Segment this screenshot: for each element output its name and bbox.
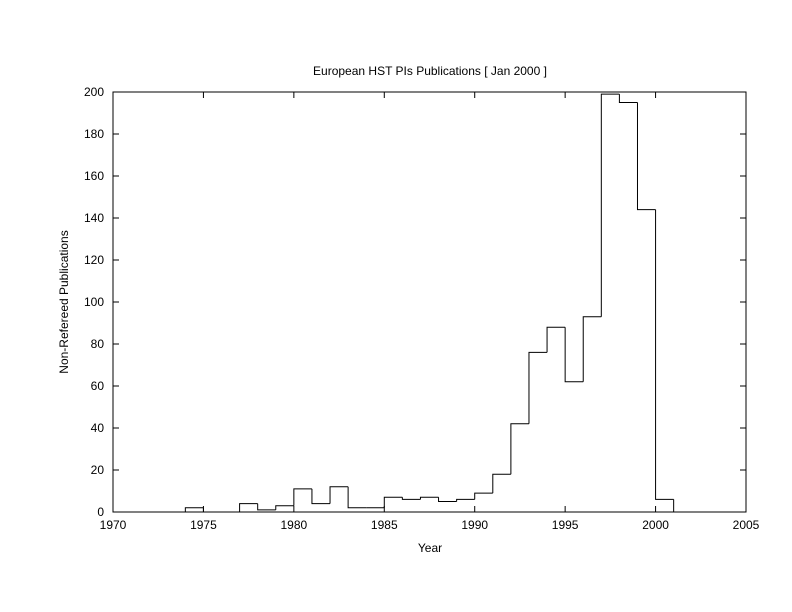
x-tick-label: 1980 <box>281 518 308 532</box>
plot-frame <box>112 91 747 513</box>
histogram-bin <box>655 209 674 500</box>
histogram-bin <box>600 93 620 317</box>
histogram-bin <box>383 496 403 508</box>
x-axis-label: Year <box>418 541 442 555</box>
y-axis-label: Non-Refereed Publications <box>57 230 71 373</box>
histogram-bin <box>528 351 548 424</box>
y-tick-label: 20 <box>91 463 105 477</box>
histogram-bin <box>419 496 439 500</box>
plot-area <box>184 93 675 513</box>
histogram-bin <box>618 94 638 103</box>
x-tick-label: 1995 <box>552 518 579 532</box>
y-tick-label: 40 <box>91 421 105 435</box>
x-tick-label: 1990 <box>461 518 488 532</box>
chart-title: European HST PIs Publications [ Jan 2000… <box>313 64 547 78</box>
x-tick-label: 2005 <box>733 518 760 532</box>
y-tick-label: 60 <box>91 379 105 393</box>
histogram-bin <box>582 316 602 382</box>
histogram-bin <box>275 505 294 510</box>
y-tick-label: 140 <box>84 211 104 225</box>
y-tick-label: 200 <box>84 85 104 99</box>
y-tick-label: 120 <box>84 253 104 267</box>
x-tick-label: 1985 <box>371 518 398 532</box>
histogram-bin <box>510 423 529 475</box>
histogram-bin <box>546 326 566 353</box>
histogram-bin <box>202 507 222 513</box>
histogram-bin <box>329 486 349 504</box>
x-tick-label: 2000 <box>642 518 669 532</box>
y-tick-label: 180 <box>84 127 104 141</box>
histogram-bin <box>564 327 584 383</box>
x-tick-label: 1970 <box>100 518 127 532</box>
y-tick-label: 100 <box>84 295 104 309</box>
histogram-bin <box>239 503 258 512</box>
histogram-bin <box>293 488 312 506</box>
y-tick-label: 80 <box>91 337 105 351</box>
histogram-bin <box>401 497 421 500</box>
histogram-bin <box>438 497 457 502</box>
histogram-bin <box>492 473 511 494</box>
axes: 1970 1975 1980 1985 1990 1995 2000 2005 0 20 40 60 8… <box>84 85 760 532</box>
histogram-bin <box>311 488 331 505</box>
histogram-bin <box>347 486 367 509</box>
y-tick-label: 0 <box>97 505 104 519</box>
x-tick-label: 1975 <box>190 518 217 532</box>
histogram-bin <box>474 492 493 500</box>
y-tick-label: 160 <box>84 169 104 183</box>
histogram-bin <box>257 503 276 511</box>
histogram-bin <box>184 507 204 512</box>
histogram-bin <box>636 102 656 211</box>
histogram-bin <box>456 498 475 502</box>
